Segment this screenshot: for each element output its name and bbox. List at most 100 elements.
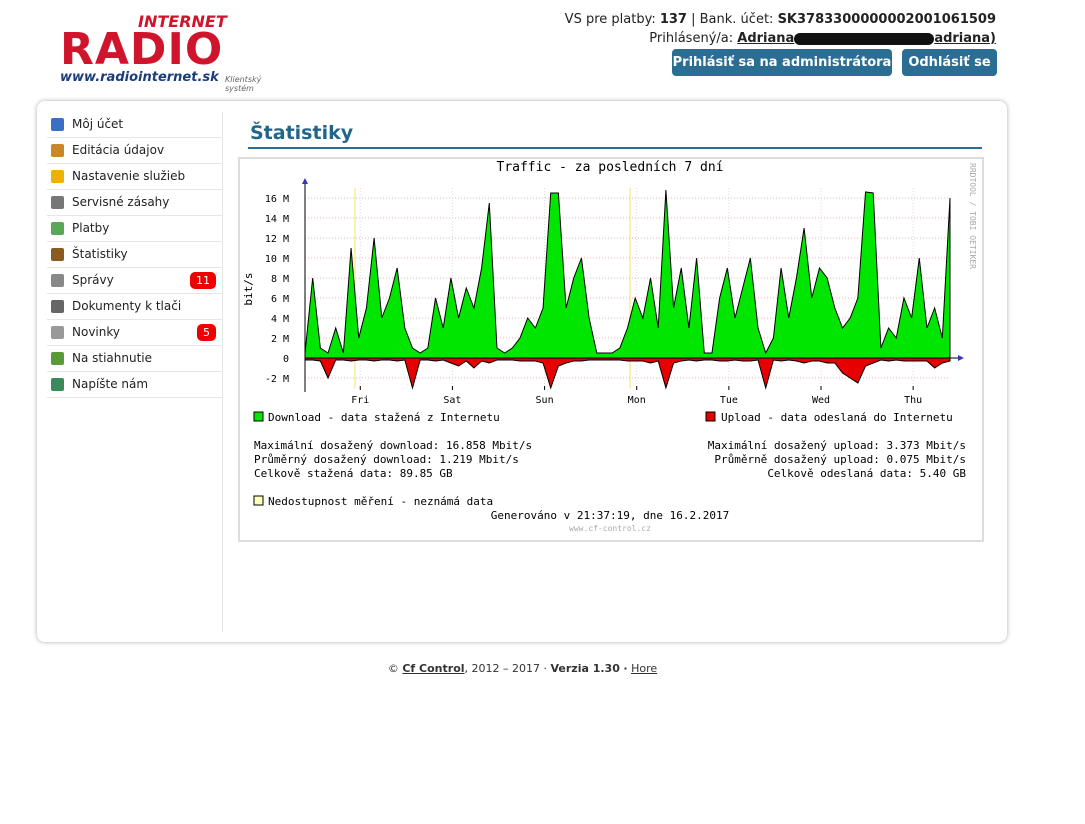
logo-main: RADIO [60, 24, 224, 75]
menu-icon [51, 352, 64, 365]
menu-item[interactable]: Nastavenie služieb [47, 164, 222, 190]
badge: 11 [190, 272, 216, 289]
menu-label: Správy [72, 273, 114, 287]
page-title: Štatistiky [250, 122, 354, 144]
bank-label: | Bank. účet: [691, 12, 774, 27]
user-link[interactable]: Adriana adriana) [737, 31, 996, 46]
menu-label: Na stiahnutie [72, 351, 153, 365]
menu-item[interactable]: Napíšte nám [47, 372, 222, 398]
user-info: Prihlásený/a: Adriana adriana) [649, 31, 996, 46]
y-tick-label: -2 M [265, 374, 289, 385]
legend-label: Upload - data odeslaná do Internetu [721, 411, 953, 424]
menu-icon [51, 248, 64, 261]
menu-item[interactable]: Editácia údajov [47, 138, 222, 164]
sep: · [623, 662, 628, 675]
logo-sub: Klientský systém [225, 75, 262, 93]
menu-label: Editácia údajov [72, 143, 165, 157]
menu-item[interactable]: Platby [47, 216, 222, 242]
x-tick-label: Mon [628, 395, 646, 406]
y-label: bit/s [242, 272, 255, 305]
menu-icon [51, 144, 64, 157]
footer: © Cf Control, 2012 – 2017 · Verzia 1.30 … [0, 662, 1045, 675]
axis-arrow [302, 178, 308, 184]
y-tick-label: 4 M [271, 314, 289, 325]
menu-item[interactable]: Dokumenty k tlači [47, 294, 222, 320]
menu-icon [51, 222, 64, 235]
user-label: Prihlásený/a: [649, 31, 734, 46]
legend-label: Download - data stažená z Internetu [268, 411, 500, 424]
x-tick-label: Sun [536, 395, 554, 406]
generated: Generováno v 21:37:19, dne 16.2.2017 [491, 509, 729, 522]
stat: Celkově odeslaná data: 5.40 GB [767, 467, 966, 480]
copy: © [387, 662, 399, 675]
stat: Maximální dosažený upload: 3.373 Mbit/s [708, 439, 966, 452]
years: , 2012 – 2017 · [464, 662, 547, 675]
menu-item[interactable]: Servisné zásahy [47, 190, 222, 216]
watermark: RRDTOOL / TOBI OETIKER [968, 163, 977, 269]
unknown-legend: Nedostupnost měření - neznámá data [268, 495, 493, 508]
menu-item[interactable]: Novinky 5 [47, 320, 222, 346]
x-tick-label: Sat [443, 395, 461, 406]
y-tick-label: 10 M [265, 254, 289, 265]
y-tick-label: 6 M [271, 294, 289, 305]
chart-title: Traffic - za posledních 7 dní [497, 160, 724, 175]
y-tick-label: 12 M [265, 234, 289, 245]
title-rule [248, 147, 982, 149]
logo-url: www.radiointernet.sk [60, 70, 219, 85]
y-tick-label: 16 M [265, 194, 289, 205]
menu-icon [51, 274, 64, 287]
menu-label: Servisné zásahy [72, 195, 170, 209]
top-link[interactable]: Hore [631, 662, 658, 675]
bank: SK3783300000002001061509 [777, 12, 996, 27]
menu-item[interactable]: Štatistiky [47, 242, 222, 268]
menu-label: Platby [72, 221, 110, 235]
menu-icon [51, 196, 64, 209]
source: www.cf-control.cz [569, 524, 651, 533]
chart-frame [238, 157, 984, 542]
redaction [794, 32, 935, 45]
user-tail: adriana) [934, 31, 996, 46]
area [304, 189, 951, 359]
stat: Průměrný dosažený download: 1.219 Mbit/s [254, 453, 519, 466]
axis-arrow [958, 355, 964, 361]
y-tick-label: 2 M [271, 334, 289, 345]
stat: Celkově stažená data: 89.85 GB [254, 467, 453, 480]
menu-item[interactable]: Môj účet [47, 112, 222, 138]
logo: INTERNET RADIO www.radiointernet.sk Klie… [60, 6, 290, 93]
menu-icon [51, 118, 64, 131]
stat: Průměrně dosažený upload: 0.075 Mbit/s [714, 453, 966, 466]
legend-swatch [253, 411, 264, 422]
version: Verzia 1.30 [550, 662, 620, 675]
admin-button[interactable]: Prihlásiť sa na administrátora [672, 49, 892, 76]
legend-swatch [253, 495, 264, 506]
y-tick-label: 14 M [265, 214, 289, 225]
menu-label: Nastavenie služieb [72, 169, 186, 183]
vs-label: VS pre platby: [564, 12, 656, 27]
company-link[interactable]: Cf Control [402, 662, 465, 675]
legend-swatch [705, 411, 716, 422]
x-tick-label: Tue [720, 395, 738, 406]
chart: Traffic - za posledních 7 dní bit/s RRDT… [242, 160, 977, 533]
x-tick-label: Fri [351, 395, 369, 406]
menu-item[interactable]: Na stiahnutie [47, 346, 222, 372]
menu-icon [51, 326, 64, 339]
logo-top: INTERNET [138, 12, 227, 31]
menu-icon [51, 378, 64, 391]
account-info: VS pre platby: 137 | Bank. účet: SK37833… [565, 12, 996, 27]
menu-label: Štatistiky [72, 247, 128, 261]
vs: 137 [659, 12, 687, 27]
menu-icon [51, 170, 64, 183]
menu-item[interactable]: Správy 11 [47, 268, 222, 294]
menu-label: Dokumenty k tlači [72, 299, 182, 313]
y-tick-label: 0 [283, 354, 289, 365]
menu-label: Novinky [72, 325, 120, 339]
y-tick-label: 8 M [271, 274, 289, 285]
menu: Môj účet Editácia údajov Nastavenie služie… [47, 112, 222, 398]
logout-button[interactable]: Odhlásiť se [902, 49, 997, 76]
menu-label: Napíšte nám [72, 377, 149, 391]
menu-label: Môj účet [72, 117, 124, 131]
user-name: Adriana [737, 31, 795, 46]
menu-icon [51, 300, 64, 313]
x-tick-label: Thu [904, 395, 922, 406]
